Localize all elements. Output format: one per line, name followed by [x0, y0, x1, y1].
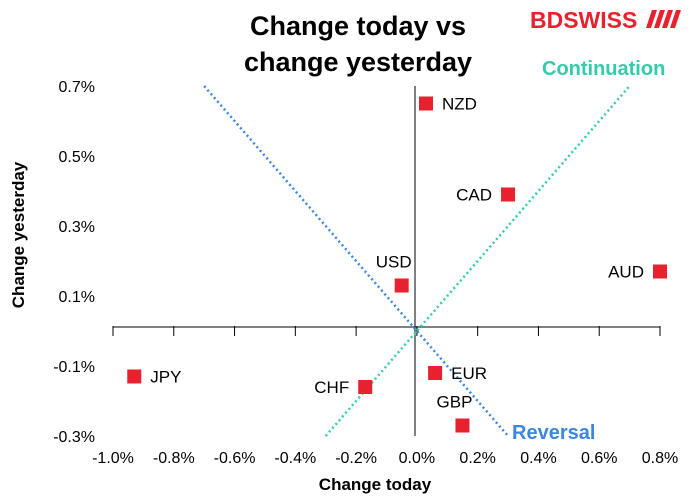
data-label-chf: CHF	[314, 378, 349, 397]
x-tick-label: 0.2%	[459, 450, 495, 467]
data-point-gbp	[455, 418, 470, 433]
reversal-annotation: Reversal	[512, 422, 595, 444]
x-tick-label: -0.2%	[335, 450, 377, 467]
x-tick-labels: -1.0% -0.8% -0.6% -0.4% -0.2% 0.0% 0.2% 0.4% 0.6…	[92, 450, 678, 467]
brand-logo: BDSWISS	[530, 7, 681, 33]
data-point-jpy	[127, 369, 142, 384]
y-tick-label: 0.3%	[59, 219, 95, 236]
continuation-reference-line	[324, 85, 631, 437]
x-tick-label: -0.6%	[214, 450, 256, 467]
data-label-gbp: GBP	[437, 393, 473, 412]
data-label-nzd: NZD	[442, 95, 477, 114]
data-point-chf	[358, 380, 373, 394]
data-points: NZD CAD AUD USD EUR CHF GBP JPY	[127, 95, 667, 433]
continuation-annotation: Continuation	[542, 58, 665, 80]
data-label-usd: USD	[376, 253, 412, 272]
data-label-jpy: JPY	[150, 368, 181, 387]
data-label-cad: CAD	[456, 186, 492, 205]
brand-logo-text: BDSWISS	[530, 7, 637, 33]
x-tick-label: 0.0%	[399, 450, 435, 467]
data-label-eur: EUR	[451, 364, 487, 383]
chart-title-line-2: change yesterday	[244, 47, 472, 77]
y-tick-label: 0.7%	[59, 79, 95, 96]
reference-lines	[203, 85, 631, 437]
data-point-cad	[501, 187, 516, 202]
x-tick-label: -1.0%	[92, 450, 134, 467]
data-point-nzd	[419, 96, 434, 111]
x-tick-label: -0.4%	[274, 450, 316, 467]
reversal-reference-line	[203, 85, 509, 437]
chart-title-line-1: Change today vs	[250, 11, 466, 41]
y-tick-label: -0.1%	[53, 359, 95, 376]
y-axis-title: Change yesterday	[9, 161, 28, 308]
y-tick-labels: 0.7% 0.5% 0.3% 0.1% -0.1% -0.3%	[53, 79, 95, 446]
data-point-usd	[394, 278, 409, 293]
data-label-aud: AUD	[608, 263, 644, 282]
y-tick-label: 0.5%	[59, 149, 95, 166]
x-tick-label: 0.6%	[581, 450, 617, 467]
brand-logo-stripes-icon	[646, 10, 681, 28]
x-tick-marks	[112, 326, 661, 336]
axes	[113, 86, 660, 436]
y-tick-label: 0.1%	[59, 289, 95, 306]
y-tick-label: -0.3%	[53, 429, 95, 446]
x-tick-label: 0.8%	[642, 450, 678, 467]
data-point-eur	[428, 366, 443, 380]
data-point-aud	[653, 264, 667, 279]
x-tick-label: -0.8%	[153, 450, 195, 467]
x-axis-title: Change today	[319, 475, 432, 494]
x-tick-label: 0.4%	[520, 450, 556, 467]
